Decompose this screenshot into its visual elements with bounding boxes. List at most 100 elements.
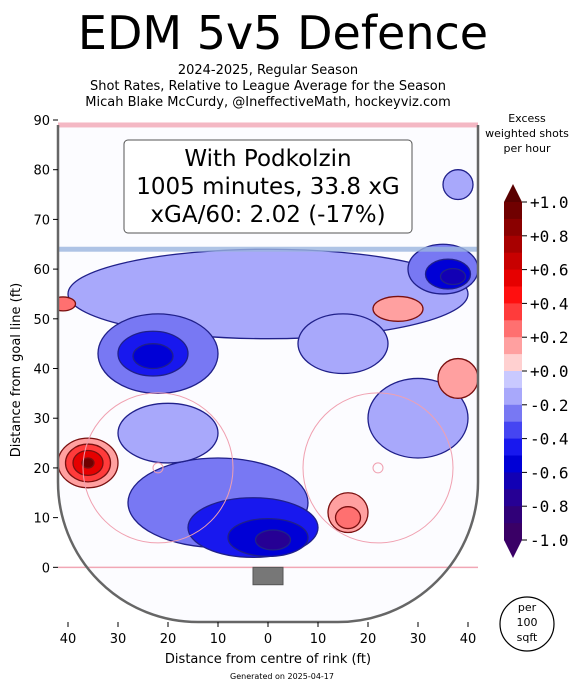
y-axis: 0 10 20 30 40 50 60 70 80 90 xyxy=(33,114,58,576)
colorbar-title-1: Excess xyxy=(508,112,546,125)
heat-region xyxy=(254,529,292,551)
colorbar-segment xyxy=(504,489,522,507)
info-box-frame xyxy=(123,139,413,234)
colorbar-segment xyxy=(504,269,522,287)
heatmap-layer xyxy=(58,169,478,559)
x-tick-label: 30 xyxy=(110,632,127,647)
per-badge-line-2: 100 xyxy=(517,616,538,629)
y-tick-label: 40 xyxy=(33,363,50,378)
colorbar-segment xyxy=(504,337,522,355)
y-axis-label: Distance from goal line (ft) xyxy=(9,283,24,457)
blue-line xyxy=(58,246,478,252)
heat-region xyxy=(117,402,219,464)
colorbar-segment xyxy=(504,472,522,490)
heat-region xyxy=(81,457,95,469)
colorbar-segment xyxy=(504,320,522,338)
x-tick-label: 20 xyxy=(360,632,377,647)
footer-generated: Generated on 2025-04-17 xyxy=(230,672,334,681)
colorbar-segment xyxy=(504,202,522,220)
y-tick-label: 60 xyxy=(33,263,50,278)
chart-title: EDM 5v5 Defence xyxy=(78,6,488,60)
colorbar-segment xyxy=(504,235,522,254)
x-tick-label: 40 xyxy=(60,632,77,647)
colorbar-segment xyxy=(504,218,522,237)
colorbar-segment xyxy=(504,252,522,271)
heat-region xyxy=(439,267,467,286)
y-tick-label: 30 xyxy=(33,412,50,427)
heat-region xyxy=(132,343,174,370)
faceoff-circle xyxy=(302,392,454,544)
colorbar-segment xyxy=(504,371,522,389)
colorbar-tick-label: -0.2 xyxy=(530,396,569,415)
rink-markings xyxy=(58,122,478,586)
goal-net xyxy=(252,566,284,586)
x-axis: 40 30 20 10 0 10 20 30 40 xyxy=(60,622,477,647)
colorbar-tick-label: +0.0 xyxy=(530,362,569,381)
x-axis-label: Distance from centre of rink (ft) xyxy=(165,652,371,667)
colorbar-tick-label: -0.6 xyxy=(530,463,569,482)
heat-region xyxy=(442,169,474,201)
colorbar-tick-label: +0.4 xyxy=(530,294,569,313)
x-tick-label: 10 xyxy=(210,632,227,647)
x-tick-label: 0 xyxy=(264,632,272,647)
faceoff-circle xyxy=(82,392,234,544)
info-line-2: 1005 minutes, 33.8 xG xyxy=(136,174,400,200)
heat-region xyxy=(297,313,389,375)
colorbar-segment xyxy=(504,506,522,524)
colorbar: Excess weighted shots per hour +1.0+0.8+… xyxy=(485,112,569,558)
y-tick-label: 50 xyxy=(33,313,50,328)
chart-subtitle-2: Shot Rates, Relative to League Average f… xyxy=(90,79,446,94)
y-tick-label: 20 xyxy=(33,462,50,477)
colorbar-segment xyxy=(504,404,522,423)
info-line-1: With Podkolzin xyxy=(184,146,351,172)
y-tick-label: 80 xyxy=(33,164,50,179)
y-tick-label: 90 xyxy=(33,114,50,129)
colorbar-tick-label: +0.8 xyxy=(530,227,569,246)
colorbar-segment xyxy=(504,421,522,440)
colorbar-title-3: per hour xyxy=(504,142,551,155)
y-tick-label: 10 xyxy=(33,512,50,527)
faceoff-dot xyxy=(152,462,164,474)
colorbar-segment xyxy=(504,523,522,541)
colorbar-extend-top xyxy=(504,184,522,202)
colorbar-segment xyxy=(504,354,522,372)
colorbar-tick-label: +0.2 xyxy=(530,328,569,347)
per-badge-circle xyxy=(499,596,555,652)
per-badge: per 100 sqft xyxy=(499,596,555,652)
colorbar-segment xyxy=(504,286,522,304)
faceoff-dot xyxy=(372,462,384,474)
colorbar-tick-label: +1.0 xyxy=(530,193,569,212)
x-tick-label: 10 xyxy=(310,632,327,647)
heat-region xyxy=(367,377,469,459)
x-tick-label: 30 xyxy=(410,632,427,647)
info-line-3: xGA/60: 2.02 (-17%) xyxy=(150,202,385,228)
y-tick-label: 70 xyxy=(33,213,50,228)
colorbar-title-2: weighted shots xyxy=(485,127,569,140)
colorbar-segment xyxy=(504,455,522,473)
x-tick-label: 40 xyxy=(460,632,477,647)
per-badge-line-1: per xyxy=(518,601,537,614)
colorbar-segment xyxy=(504,303,522,321)
colorbar-segments xyxy=(504,184,522,558)
plot-area xyxy=(56,122,480,624)
colorbar-segment xyxy=(504,438,522,456)
x-tick-label: 20 xyxy=(160,632,177,647)
colorbar-tick-label: +0.6 xyxy=(530,261,569,280)
heat-region xyxy=(437,357,478,399)
heat-region xyxy=(58,296,77,312)
chart-subtitle-1: 2024-2025, Regular Season xyxy=(178,63,358,78)
colorbar-segment xyxy=(504,387,522,406)
y-tick-label: 0 xyxy=(42,561,50,576)
colorbar-extend-bottom xyxy=(504,540,522,558)
colorbar-ticks: +1.0 +0.8 +0.6 +0.4 +0.2 +0.0 -0.2 -0.4 -0.6 -0.8… xyxy=(522,193,569,550)
heat-region xyxy=(372,295,424,322)
colorbar-tick-label: -0.4 xyxy=(530,430,569,449)
chart-subtitle-3: Micah Blake McCurdy, @IneffectiveMath, h… xyxy=(85,95,451,110)
colorbar-tick-label: -1.0 xyxy=(530,531,569,550)
heat-region xyxy=(334,506,362,530)
info-box: With Podkolzin 1005 minutes, 33.8 xG xGA… xyxy=(123,139,413,234)
colorbar-tick-label: -0.8 xyxy=(530,497,569,516)
per-badge-line-3: sqft xyxy=(517,631,538,644)
centre-red-line xyxy=(58,122,478,128)
